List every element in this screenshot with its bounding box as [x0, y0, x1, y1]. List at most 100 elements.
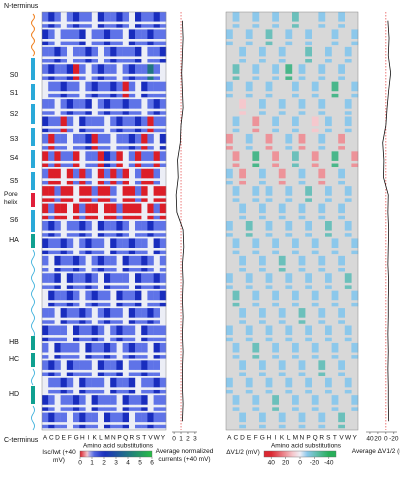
heatmap-cell	[245, 146, 253, 150]
heatmap-cell	[128, 151, 136, 161]
heatmap-cell	[159, 389, 167, 394]
heatmap-cell	[91, 151, 98, 161]
heatmap-cell	[135, 41, 142, 46]
heatmap-cell	[135, 24, 142, 28]
heatmap-cell	[344, 59, 352, 63]
heatmap-cell	[305, 273, 312, 283]
heatmap-cell	[97, 64, 105, 74]
heatmap-cell	[147, 320, 154, 324]
heatmap-cell	[79, 41, 86, 46]
heatmap-cell	[48, 221, 55, 231]
x-tick-label: P	[117, 435, 121, 442]
heatmap-cell	[128, 342, 136, 353]
heatmap-cell	[97, 372, 105, 377]
heatmap-cell	[141, 377, 148, 388]
heatmap-cell	[245, 93, 253, 98]
heatmap-cell	[66, 290, 74, 301]
heatmap-cell	[48, 424, 55, 429]
heatmap-cell	[351, 29, 359, 39]
heatmap-cell	[97, 180, 105, 185]
heatmap-cell	[54, 325, 61, 336]
x-tick-label: 0	[172, 436, 176, 443]
heatmap-cell	[116, 250, 123, 255]
heatmap-cell	[73, 99, 80, 109]
colorbar-tick-label: 1	[90, 460, 94, 467]
heatmap-cell	[147, 24, 154, 28]
heatmap-cell	[135, 355, 142, 359]
heatmap-cell	[141, 285, 148, 289]
heatmap-cell	[79, 12, 86, 22]
heatmap-cell	[91, 203, 98, 214]
heatmap-cell	[331, 81, 339, 92]
heatmap-cell	[259, 424, 266, 429]
heatmap-cell	[54, 255, 61, 266]
heatmap-cell	[141, 146, 148, 150]
heatmap-cell	[91, 337, 98, 342]
heatmap-cell	[91, 64, 98, 74]
heatmap-cell	[226, 233, 233, 237]
heatmap-cell	[48, 198, 55, 202]
heatmap-cell	[141, 342, 148, 353]
heatmap-cell	[122, 128, 129, 133]
heatmap-cell	[153, 337, 160, 342]
heatmap-cell	[97, 342, 105, 353]
heatmap-cell	[159, 412, 167, 423]
heatmap-cell	[141, 163, 148, 168]
heatmap-cell	[116, 99, 123, 109]
heatmap-cell	[265, 389, 273, 394]
heatmap-cell	[104, 372, 111, 377]
heatmap-cell	[325, 186, 332, 196]
heatmap-cell	[66, 238, 74, 248]
heatmap-cell	[79, 337, 86, 342]
heatmap-cell	[48, 290, 55, 301]
heatmap-cell	[239, 111, 246, 115]
heatmap-cell	[147, 255, 154, 266]
heatmap-cell	[104, 146, 111, 150]
heatmap-cell	[122, 238, 129, 248]
heatmap-cell	[135, 285, 142, 289]
heatmap-cell	[338, 180, 345, 185]
heatmap-cell	[110, 46, 117, 57]
heatmap-cell	[60, 146, 67, 150]
heatmap-cell	[79, 238, 86, 248]
x-tick-label: 20	[374, 436, 382, 443]
heatmap-cell	[104, 46, 111, 57]
heatmap-cell	[60, 389, 67, 394]
heatmap-cell	[48, 238, 55, 248]
heatmap-cell	[141, 116, 148, 127]
heatmap-cell	[116, 320, 123, 324]
heatmap-cell	[73, 302, 80, 307]
heatmap-cell	[110, 308, 117, 318]
heatmap-cell	[285, 146, 293, 150]
heatmap-cell	[159, 163, 167, 168]
heatmap-cell	[104, 255, 111, 266]
heatmap-cell	[116, 29, 123, 39]
colorbar	[79, 450, 153, 458]
x-tick-label: I	[275, 435, 277, 442]
heatmap-cell	[311, 128, 319, 133]
heatmap-cell	[48, 29, 55, 39]
heatmap-cell	[104, 111, 111, 115]
heatmap-cell	[48, 407, 55, 411]
heatmap-cell	[153, 93, 160, 98]
heatmap-cell	[232, 116, 240, 127]
heatmap-cell	[60, 238, 67, 248]
heatmap-cell	[159, 128, 167, 133]
colorbar-tick-label: 3	[114, 460, 118, 467]
heatmap-cell	[66, 302, 74, 307]
heatmap-cell	[285, 64, 293, 74]
heatmap-cell	[278, 372, 286, 377]
heatmap-cell	[141, 81, 148, 92]
heatmap-cell	[272, 12, 279, 22]
heatmap-cell	[79, 325, 86, 336]
heatmap-cell	[292, 81, 299, 92]
heatmap-cell	[305, 325, 312, 336]
heatmap-cell	[153, 221, 160, 231]
heatmap-cell	[54, 215, 61, 220]
heatmap-cell	[338, 372, 345, 377]
heatmap-cell	[54, 146, 61, 150]
heatmap-cell	[272, 64, 279, 74]
x-tick-label: V	[148, 435, 153, 442]
colorbar-tick-label: 5	[138, 460, 142, 467]
heatmap-cell	[85, 302, 92, 307]
